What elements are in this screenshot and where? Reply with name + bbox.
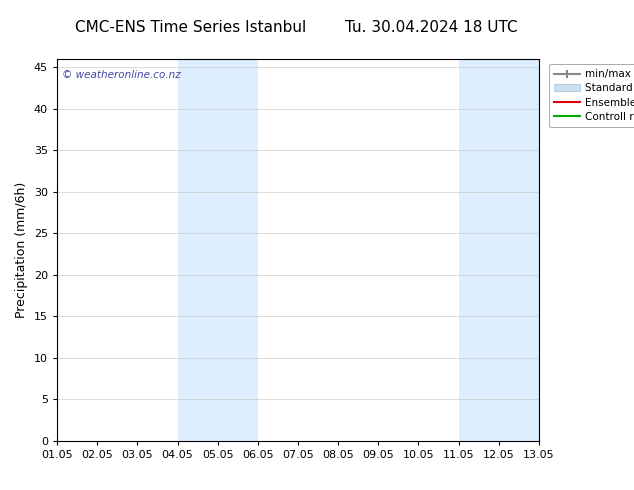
Text: Tu. 30.04.2024 18 UTC: Tu. 30.04.2024 18 UTC	[345, 20, 517, 35]
Bar	[458, 59, 539, 441]
Text: © weatheronline.co.nz: © weatheronline.co.nz	[62, 70, 181, 80]
Bar	[178, 59, 258, 441]
Y-axis label: Precipitation (mm/6h): Precipitation (mm/6h)	[15, 182, 29, 318]
Legend: min/max, Standard deviation, Ensemble mean run, Controll run: min/max, Standard deviation, Ensemble me…	[549, 64, 634, 127]
Text: CMC-ENS Time Series Istanbul: CMC-ENS Time Series Istanbul	[75, 20, 306, 35]
